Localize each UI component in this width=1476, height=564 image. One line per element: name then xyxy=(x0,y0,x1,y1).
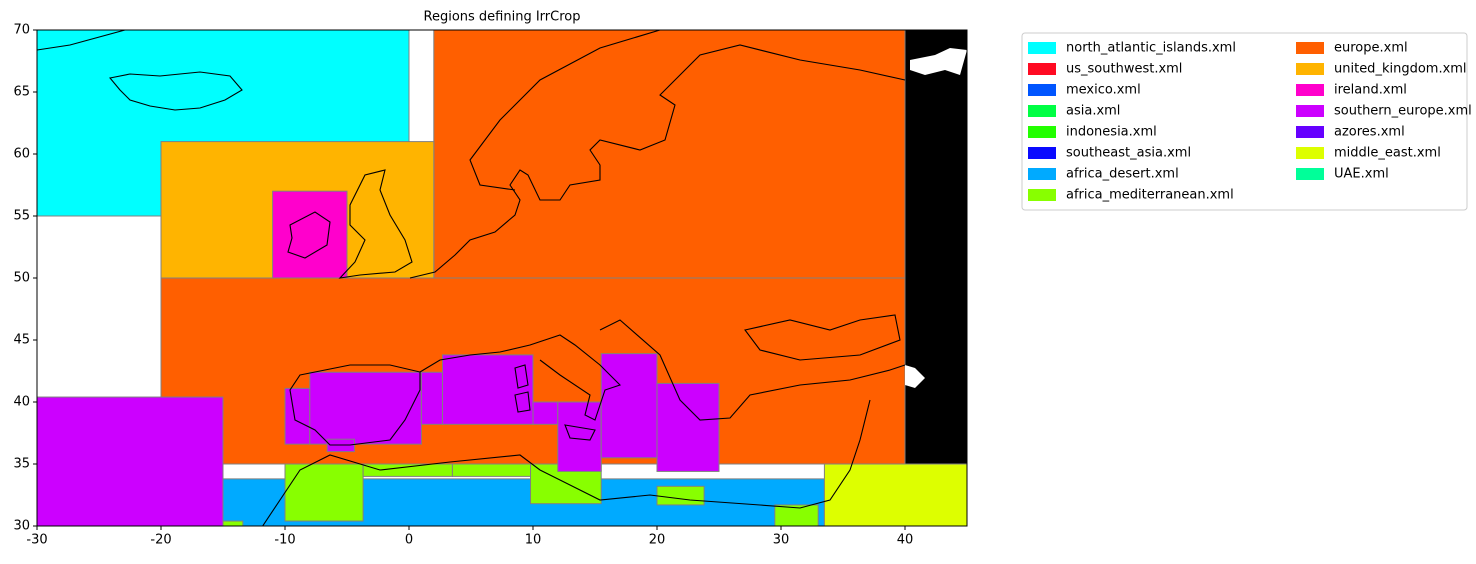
region xyxy=(532,401,559,425)
y-tick-label: 30 xyxy=(13,519,30,534)
x-tick-label: 10 xyxy=(525,533,542,548)
chart-title: Regions defining IrrCrop xyxy=(424,10,581,25)
region xyxy=(284,387,311,445)
region xyxy=(37,396,224,526)
y-tick-label: 50 xyxy=(13,271,30,286)
legend-swatch xyxy=(1028,105,1056,117)
legend-label: indonesia.xml xyxy=(1066,125,1157,140)
legend-box xyxy=(1021,32,1468,211)
legend-swatch xyxy=(1028,126,1056,138)
legend-label: africa_desert.xml xyxy=(1066,167,1179,182)
coastlines xyxy=(37,30,967,526)
legend-label: ireland.xml xyxy=(1334,83,1407,98)
x-tick-label: -20 xyxy=(150,533,171,548)
x-tick-label: -10 xyxy=(274,533,295,548)
legend-swatch xyxy=(1028,63,1056,75)
region xyxy=(362,463,453,477)
legend-swatch xyxy=(1028,189,1056,201)
y-tick-label: 60 xyxy=(13,147,30,162)
legend-label: azores.xml xyxy=(1334,125,1405,140)
legend-swatch xyxy=(1296,105,1324,117)
region xyxy=(284,463,364,522)
legend-swatch xyxy=(1028,168,1056,180)
x-tick-label: -30 xyxy=(26,533,47,548)
legend-label: UAE.xml xyxy=(1334,167,1389,182)
legend-label: us_southwest.xml xyxy=(1066,62,1182,77)
y-tick-label: 45 xyxy=(13,333,30,348)
legend-label: asia.xml xyxy=(1066,104,1120,119)
region xyxy=(600,353,658,459)
legend-swatch xyxy=(1296,84,1324,96)
x-tick-label: 40 xyxy=(897,533,914,548)
region xyxy=(420,371,443,425)
legend-label: africa_mediterranean.xml xyxy=(1066,188,1234,203)
regions xyxy=(37,30,967,526)
x-tick-label: 0 xyxy=(405,533,413,548)
background-region xyxy=(904,30,967,465)
legend-swatch xyxy=(1296,126,1324,138)
region xyxy=(451,463,532,477)
y-tick-label: 40 xyxy=(13,395,30,410)
region xyxy=(774,504,819,526)
region xyxy=(656,485,705,506)
legend-swatch xyxy=(1296,168,1324,180)
region xyxy=(433,30,906,279)
x-tick-label: 20 xyxy=(649,533,666,548)
legend-label: mexico.xml xyxy=(1066,83,1141,98)
y-tick-label: 65 xyxy=(13,85,30,100)
region xyxy=(272,190,348,279)
x-tick-label: 30 xyxy=(773,533,790,548)
legend-label: europe.xml xyxy=(1334,41,1408,56)
legend-label: north_atlantic_islands.xml xyxy=(1066,41,1236,56)
legend-swatch xyxy=(1028,84,1056,96)
legend-swatch xyxy=(1296,63,1324,75)
region xyxy=(222,520,244,526)
legend-swatch xyxy=(1028,42,1056,54)
legend-label: southern_europe.xml xyxy=(1334,104,1472,119)
region xyxy=(441,354,534,425)
region xyxy=(823,463,967,526)
legend-swatch xyxy=(1028,147,1056,159)
legend-label: middle_east.xml xyxy=(1334,146,1441,161)
region xyxy=(557,401,602,472)
legend-label: united_kingdom.xml xyxy=(1334,62,1467,77)
y-tick-label: 35 xyxy=(13,457,30,472)
legend-swatch xyxy=(1296,147,1324,159)
y-tick-label: 55 xyxy=(13,209,30,224)
region xyxy=(656,382,720,472)
legend-swatch xyxy=(1296,42,1324,54)
y-tick-label: 70 xyxy=(13,23,30,38)
legend-label: southeast_asia.xml xyxy=(1066,146,1191,161)
region xyxy=(309,371,422,445)
